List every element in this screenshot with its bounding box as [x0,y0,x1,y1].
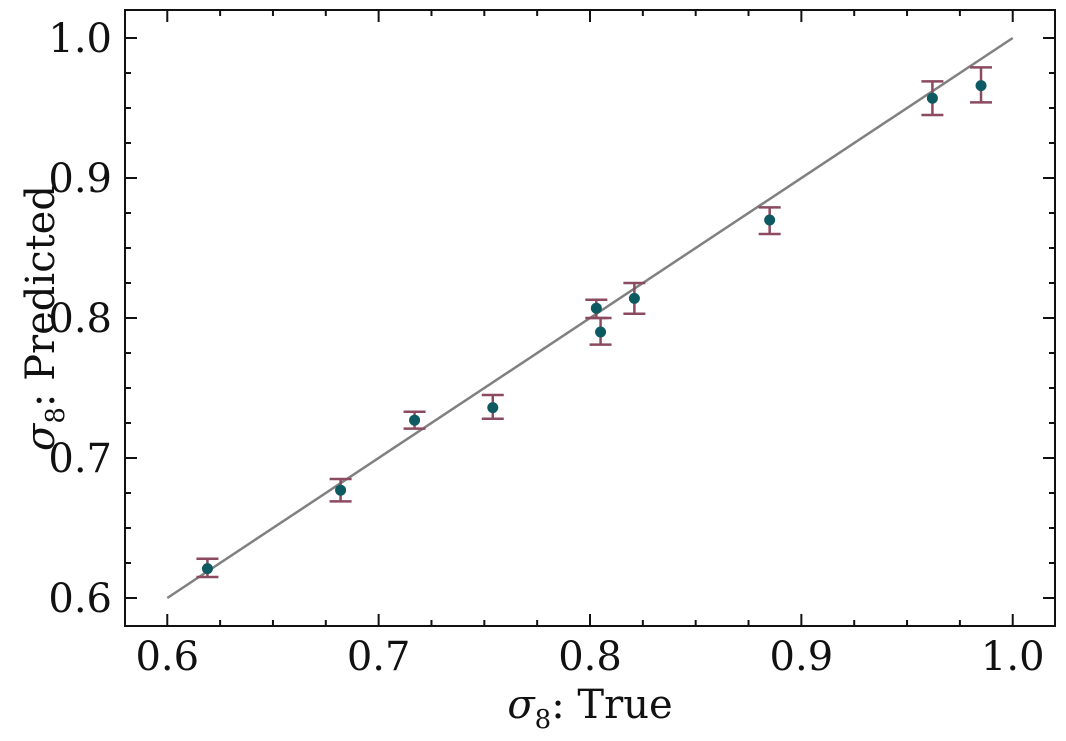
y-axis-label-symbol: σ [18,422,64,451]
data-point-group [201,80,987,575]
y-tick-label: 0.7 [48,436,112,482]
x-tick-label: 0.6 [135,634,199,680]
y-axis-label-subscript: 8 [41,407,71,424]
data-point [201,563,213,575]
tick-labels: 0.6 0.7 0.8 0.9 1.0 0.6 0.7 0.8 0.9 1.0 [48,16,1044,680]
data-point [926,92,938,104]
data-point [764,214,776,226]
x-tick-label: 0.8 [558,634,622,680]
tick-marks [125,10,1055,626]
data-point [595,326,607,338]
data-point [628,292,640,304]
y-axis-label-text: : Predicted [18,185,64,407]
data-point [409,414,421,426]
y-tick-label: 0.9 [48,156,112,202]
data-point [487,402,499,414]
x-tick-label: 0.7 [347,634,411,680]
data-point [975,80,987,92]
y-tick-label: 0.6 [48,576,112,622]
data-point [335,484,347,496]
x-tick-label: 1.0 [981,634,1045,680]
x-axis-label: σ8: True [507,682,672,735]
x-axis-label-text: : True [551,682,672,728]
x-axis-label-subscript: 8 [535,705,552,735]
errorbar-group [196,66,993,579]
y-tick-label: 1.0 [48,16,112,62]
y-axis-label: σ8: Predicted [18,185,71,451]
data-point [590,302,602,314]
x-tick-label: 0.9 [770,634,834,680]
y-tick-label: 0.8 [48,296,112,342]
x-axis-label-symbol: σ [507,682,536,728]
